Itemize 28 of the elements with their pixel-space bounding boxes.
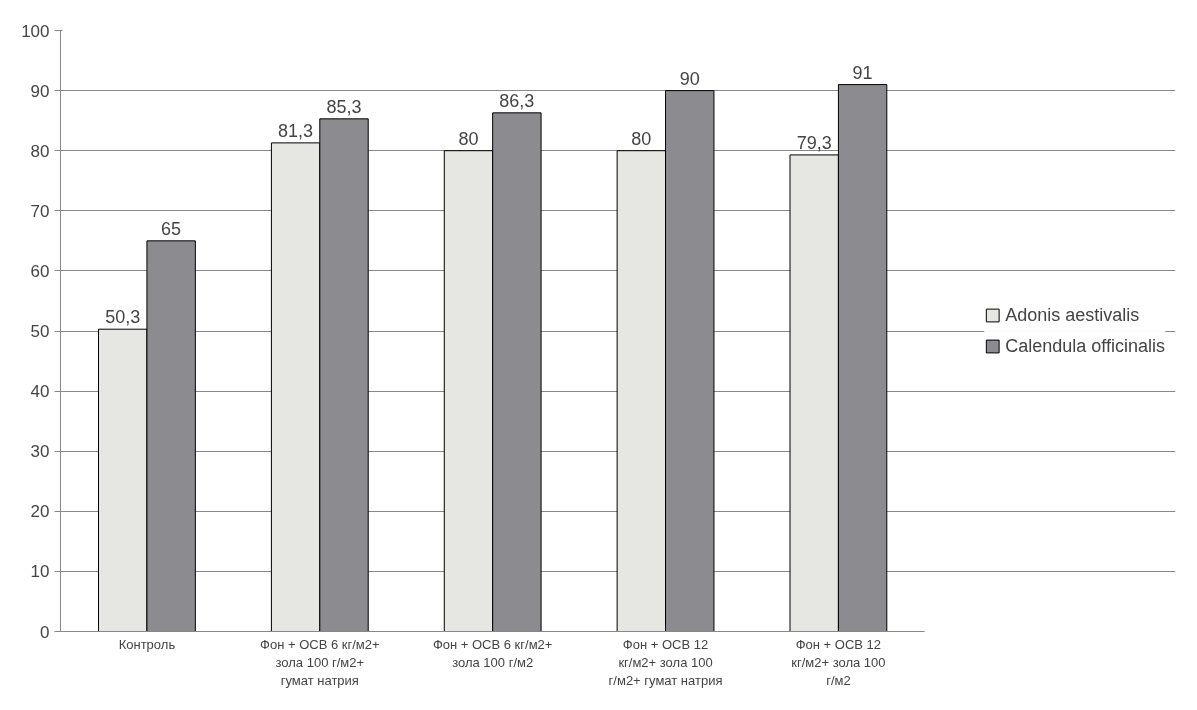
y-tick-label: 40 <box>30 382 50 402</box>
y-tick-label: 100 <box>21 21 50 41</box>
data-label: 91 <box>852 62 873 83</box>
data-label: 65 <box>161 218 182 239</box>
legend-label: Adonis aestivalis <box>1005 304 1140 326</box>
y-tick-label: 90 <box>30 81 50 101</box>
data-label: 85,3 <box>326 96 362 117</box>
data-label: 90 <box>679 68 700 89</box>
y-tick-label: 80 <box>30 141 50 161</box>
data-label: 86,3 <box>499 90 535 111</box>
x-tick-label: Фон + ОСВ 12 кг/м2+ зола 100 г/м2 <box>791 636 886 688</box>
x-tick-label: Фон + ОСВ 6 кг/м2+ зола 100 г/м2 <box>432 636 553 670</box>
y-tick-label: 30 <box>30 442 50 462</box>
y-tick-label: 50 <box>30 322 50 341</box>
y-tick-label: 60 <box>30 261 50 281</box>
x-tick-label: Фон + ОСВ 6 кг/м2+ зола 100 г/м2+ гумат натрия <box>260 636 380 688</box>
y-tick-label: 20 <box>30 502 50 522</box>
y-tick-label: 10 <box>30 562 50 582</box>
data-label: 80 <box>631 128 652 149</box>
data-label: 81,3 <box>278 120 314 141</box>
data-label: 50,3 <box>105 307 141 328</box>
y-tick-label: 0 <box>40 622 50 642</box>
y-tick-label: 70 <box>30 201 50 221</box>
data-label: 79,3 <box>796 132 832 153</box>
x-tick-label: Фон + ОСВ 12 кг/м2+ зола 100 г/м2+ гумат натрия <box>608 636 723 688</box>
data-label: 80 <box>458 128 479 149</box>
x-tick-label: Контроль <box>118 636 176 652</box>
legend-label: Calendula officinalis <box>1005 335 1165 357</box>
